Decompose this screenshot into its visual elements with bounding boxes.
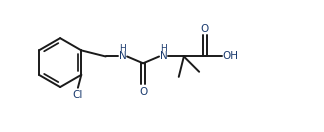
Text: O: O bbox=[139, 87, 147, 97]
Text: O: O bbox=[201, 24, 209, 34]
Text: Cl: Cl bbox=[72, 90, 82, 100]
Text: N: N bbox=[160, 51, 168, 62]
Text: H: H bbox=[160, 44, 167, 53]
Text: OH: OH bbox=[222, 51, 238, 62]
Text: N: N bbox=[119, 51, 127, 62]
Text: H: H bbox=[119, 44, 126, 53]
